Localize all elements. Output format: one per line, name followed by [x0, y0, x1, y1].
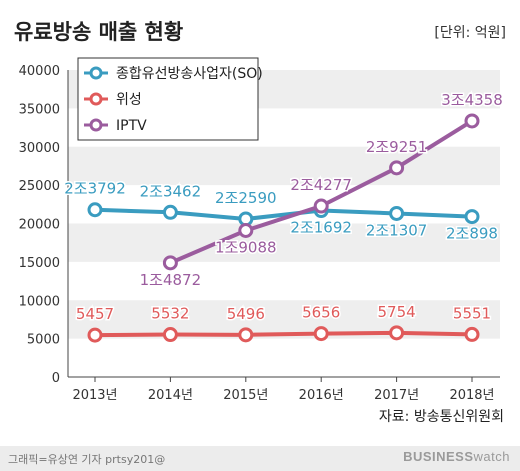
data-label: 2조2590 — [215, 189, 277, 207]
legend-label: IPTV — [116, 118, 147, 134]
series-line — [94, 207, 473, 221]
y-tick-label: 20000 — [19, 218, 60, 233]
legend-label: 위성 — [116, 92, 142, 108]
data-point — [464, 326, 480, 342]
data-label: 2조898 — [446, 225, 498, 243]
data-label: 2조4277 — [290, 176, 352, 194]
y-tick-label: 5000 — [27, 333, 60, 348]
data-label: 2조3792 — [64, 180, 126, 198]
data-point — [162, 327, 178, 343]
y-tick-label: 40000 — [19, 64, 60, 79]
brand-logo: BUSINESSwatch — [403, 449, 510, 464]
legend-swatch-marker — [89, 66, 103, 80]
data-label: 5551 — [453, 304, 491, 322]
y-tick-label: 30000 — [19, 141, 60, 156]
axes: 0 5000 10000 15000 20000 25000 30000 35000 40000… — [19, 64, 500, 403]
data-label: 3조4358 — [441, 91, 503, 109]
footer-bar: 그래픽=유상연 기자 prtsy201@ BUSINESSwatch — [0, 446, 520, 471]
grid-band — [68, 223, 500, 262]
x-tick-label: 2016년 — [299, 388, 344, 403]
data-point — [313, 198, 329, 214]
data-point — [162, 255, 178, 271]
legend-swatch-marker — [89, 118, 103, 132]
x-tick-label: 2017년 — [374, 388, 419, 403]
data-point — [389, 205, 405, 221]
legend-label: 종합유선방송사업자(SO) — [116, 66, 263, 82]
data-point — [238, 327, 254, 343]
brand-bold: BUSINESS — [403, 449, 474, 464]
legend-swatch-marker — [89, 92, 103, 106]
unit-label: [단위: 억원] — [434, 25, 506, 41]
data-point — [389, 160, 405, 176]
grid-band — [68, 146, 500, 186]
y-tick-label: 10000 — [19, 294, 60, 309]
x-tick-label: 2014년 — [148, 388, 193, 403]
data-label: 5457 — [76, 305, 114, 323]
source-note: 자료: 방송통신위원회 — [378, 409, 504, 425]
x-tick-label: 2013년 — [72, 388, 117, 403]
data-label: 1조4872 — [140, 271, 202, 289]
y-tick-label: 35000 — [19, 102, 60, 117]
data-label: 2조1692 — [290, 219, 352, 237]
x-tick-label: 2015년 — [223, 388, 268, 403]
data-point — [87, 327, 103, 343]
series-2: 1조4872 1조9088 2조4277 2조9251 3조4358 — [138, 89, 504, 290]
data-label: 5754 — [378, 303, 416, 321]
y-tick-label: 0 — [52, 371, 60, 386]
legend: 종합유선방송사업자(SO) 위성 IPTV — [77, 57, 263, 141]
data-label: 2조3462 — [140, 182, 202, 200]
data-label: 2조1307 — [366, 221, 428, 239]
data-label: 5656 — [302, 304, 340, 322]
page-title: 유료방송 매출 현황 — [14, 20, 184, 44]
data-point — [389, 325, 405, 341]
graphic-credit: 그래픽=유상연 기자 prtsy201@ — [8, 453, 166, 466]
y-tick-label: 25000 — [19, 179, 60, 194]
brand-light: watch — [473, 449, 510, 464]
data-point — [464, 113, 480, 129]
data-point — [464, 209, 480, 225]
data-label: 1조9088 — [215, 238, 277, 256]
data-label: 5496 — [227, 305, 265, 323]
y-tick-label: 15000 — [19, 256, 60, 271]
data-label: 2조9251 — [366, 138, 428, 156]
data-point — [87, 202, 103, 218]
series-1: 5457 5532 5496 5656 5754 5551 — [74, 301, 493, 343]
series-0: 2조3792 2조3462 2조2590 2조1692 2조1307 2조898 — [63, 178, 500, 244]
x-tick-label: 2018년 — [449, 388, 494, 403]
data-point — [313, 326, 329, 342]
data-point — [162, 204, 178, 220]
data-point — [238, 222, 254, 238]
data-label: 5532 — [151, 305, 189, 323]
series-line — [94, 330, 473, 338]
